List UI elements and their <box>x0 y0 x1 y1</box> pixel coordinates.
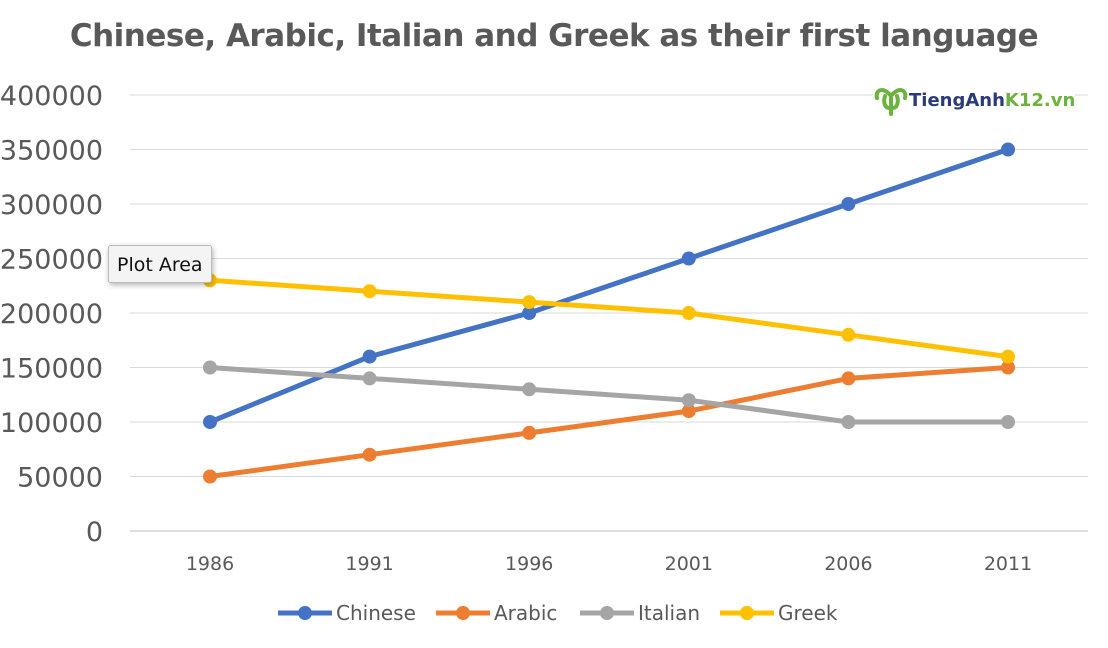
legend-label: Greek <box>778 601 838 625</box>
x-tick-label: 1991 <box>345 553 393 575</box>
data-point-arabic <box>362 447 377 462</box>
y-tick-label: 300000 <box>0 190 103 221</box>
data-point-greek <box>522 295 537 310</box>
legend-label: Chinese <box>336 601 416 625</box>
data-point-chinese <box>522 306 537 320</box>
legend-marker <box>456 606 470 620</box>
data-point-chinese <box>362 349 377 364</box>
y-tick-label: 0 <box>86 517 103 548</box>
data-point-greek <box>1001 349 1015 364</box>
y-tick-label: 350000 <box>0 136 103 167</box>
palm-logo-icon <box>874 88 908 116</box>
series-line-arabic <box>209 365 1009 479</box>
x-tick-label: 2011 <box>984 553 1032 575</box>
y-tick-label: 250000 <box>0 245 103 276</box>
logo-text-2: K12.vn <box>1004 89 1076 111</box>
legend-label: Arabic <box>494 601 557 625</box>
y-tick-label: 100000 <box>0 408 103 439</box>
data-point-italian <box>203 360 217 375</box>
plot-area-tooltip: Plot Area <box>108 245 212 283</box>
legend-label: Italian <box>638 601 700 625</box>
data-point-greek <box>681 306 696 320</box>
legend-marker <box>740 606 754 620</box>
legend-marker <box>298 606 312 620</box>
data-point-chinese <box>681 251 696 266</box>
data-point-chinese <box>841 197 856 211</box>
series-line-italian <box>209 365 1008 425</box>
data-point-greek <box>362 284 377 299</box>
data-point-arabic <box>841 371 856 386</box>
y-tick-label: 50000 <box>17 463 103 494</box>
x-tick-label: 1986 <box>186 553 234 575</box>
x-tick-label: 2006 <box>824 553 872 575</box>
series-line-chinese <box>209 147 1009 425</box>
chart-title: Chinese, Arabic, Italian and Greek as th… <box>69 18 1039 54</box>
logo-text-1: TiengAnh <box>909 89 1005 111</box>
data-point-italian <box>841 415 856 429</box>
data-point-chinese <box>203 415 217 429</box>
x-tick-label: 2001 <box>665 553 713 575</box>
logo: TiengAnh K12.vn <box>873 84 1076 116</box>
data-point-arabic <box>1001 360 1015 375</box>
data-point-chinese <box>1001 142 1015 157</box>
data-point-arabic <box>681 404 696 419</box>
y-tick-label: 400000 <box>0 81 103 112</box>
data-point-italian <box>522 382 537 397</box>
y-tick-label: 200000 <box>0 299 103 330</box>
data-point-arabic <box>522 425 537 440</box>
x-tick-label: 1996 <box>505 553 553 575</box>
data-point-italian <box>1001 415 1015 429</box>
data-point-italian <box>362 371 377 386</box>
series-line-greek <box>209 277 1009 360</box>
data-point-greek <box>841 327 856 342</box>
data-point-italian <box>681 393 696 408</box>
legend-marker <box>600 606 614 620</box>
y-tick-label: 150000 <box>0 354 103 385</box>
data-point-arabic <box>203 469 217 484</box>
